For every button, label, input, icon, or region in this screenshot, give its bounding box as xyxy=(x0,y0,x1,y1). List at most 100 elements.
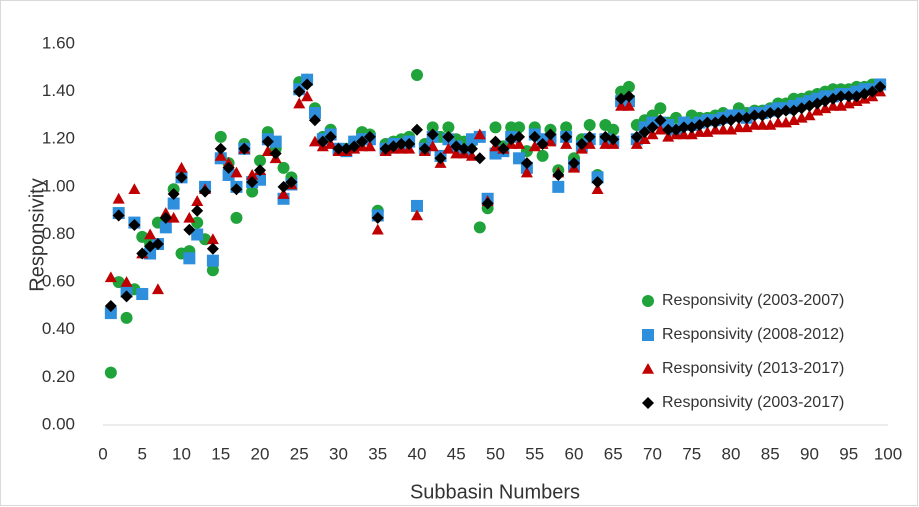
point xyxy=(717,123,730,135)
point xyxy=(426,128,439,141)
point xyxy=(583,138,596,149)
point xyxy=(136,230,149,243)
point xyxy=(599,138,612,149)
point xyxy=(104,271,117,283)
point xyxy=(324,130,337,143)
point xyxy=(301,90,314,102)
point xyxy=(646,128,659,140)
point xyxy=(489,121,502,134)
point xyxy=(418,142,431,155)
point xyxy=(560,138,573,149)
point xyxy=(277,180,290,193)
point xyxy=(748,118,761,130)
point xyxy=(607,133,620,146)
point xyxy=(662,123,675,136)
point xyxy=(191,216,204,229)
point xyxy=(709,123,722,135)
point xyxy=(128,218,141,231)
y-tick-label: 1.60 xyxy=(42,33,75,52)
point xyxy=(269,147,282,160)
point xyxy=(874,80,887,93)
y-tick-label: 1.20 xyxy=(42,129,75,148)
point xyxy=(277,161,290,174)
x-tick-label: 35 xyxy=(368,444,387,463)
point xyxy=(261,135,274,148)
point xyxy=(442,130,455,143)
point xyxy=(269,135,282,148)
point xyxy=(654,102,667,115)
point xyxy=(191,228,204,241)
point xyxy=(756,118,769,130)
x-axis-title: Subbasin Numbers xyxy=(410,481,580,503)
point xyxy=(552,180,565,193)
point xyxy=(630,130,643,143)
point xyxy=(646,121,659,134)
point xyxy=(442,121,455,134)
point xyxy=(583,118,596,131)
point xyxy=(277,188,290,199)
point xyxy=(803,109,816,121)
point xyxy=(622,80,635,93)
legend-label: Responsivity (2003-2007) xyxy=(662,292,844,309)
point xyxy=(403,138,416,151)
point xyxy=(136,288,149,301)
point xyxy=(159,211,172,224)
y-axis-title: Responsivity xyxy=(26,178,48,291)
point xyxy=(308,114,321,127)
x-tick-label: 20 xyxy=(251,444,270,463)
point xyxy=(520,157,533,170)
point xyxy=(732,111,745,124)
x-tick-label: 50 xyxy=(486,444,505,463)
point xyxy=(206,254,219,267)
point xyxy=(159,221,172,234)
x-tick-label: 25 xyxy=(290,444,309,463)
point xyxy=(411,68,423,81)
point xyxy=(834,90,847,103)
point xyxy=(473,152,486,165)
point xyxy=(112,209,125,222)
point xyxy=(308,107,321,120)
point xyxy=(615,99,628,111)
point xyxy=(293,97,306,109)
point xyxy=(175,161,188,173)
point xyxy=(104,366,117,379)
point xyxy=(434,152,447,165)
point xyxy=(513,121,526,134)
x-tick-label: 75 xyxy=(682,444,701,463)
point xyxy=(748,109,761,122)
x-tick-label: 40 xyxy=(408,444,427,463)
point xyxy=(528,130,541,143)
point xyxy=(622,90,635,103)
point xyxy=(638,133,651,145)
point xyxy=(206,242,219,255)
point xyxy=(536,138,549,151)
point xyxy=(222,161,235,174)
y-tick-label: 0.80 xyxy=(42,224,75,243)
x-tick-label: 80 xyxy=(722,444,741,463)
point xyxy=(842,90,855,103)
point xyxy=(520,166,533,178)
point xyxy=(136,247,149,260)
point xyxy=(167,188,180,201)
point xyxy=(175,171,188,184)
point xyxy=(254,164,266,177)
point xyxy=(104,299,117,312)
x-tick-label: 95 xyxy=(839,444,858,463)
x-tick-label: 85 xyxy=(761,444,780,463)
point xyxy=(458,142,471,155)
point xyxy=(112,192,125,204)
point xyxy=(120,276,133,287)
point xyxy=(254,154,266,167)
point xyxy=(316,135,329,148)
point xyxy=(183,223,196,236)
point xyxy=(191,204,204,217)
y-tick-label: 0.60 xyxy=(42,272,75,291)
point xyxy=(513,138,526,149)
point xyxy=(199,185,212,198)
point xyxy=(693,126,706,137)
point xyxy=(348,140,361,153)
point xyxy=(411,209,423,221)
point xyxy=(246,185,259,198)
legend-label: Responsivity (2008-2012) xyxy=(662,326,844,343)
